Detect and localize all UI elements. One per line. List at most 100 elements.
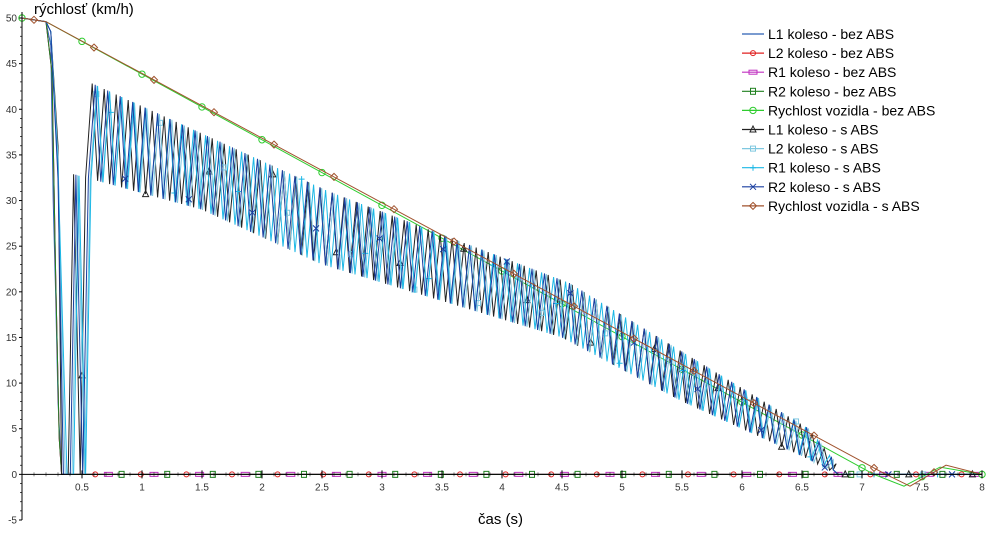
legend-entry: R2 koleso - s ABS: [742, 179, 881, 195]
series-marker: [312, 225, 320, 232]
series-marker: [750, 50, 756, 57]
y-tick-label: 0: [11, 470, 17, 481]
x-tick-label: 6: [739, 482, 745, 493]
legend-label: L2 koleso - s ABS: [768, 141, 879, 157]
x-tick-label: 1: [139, 482, 145, 493]
y-tick-label: 20: [6, 287, 18, 298]
series-line: [21, 17, 982, 475]
x-axis-title: čas (s): [478, 511, 523, 528]
y-tick-label: 35: [6, 150, 18, 161]
x-tick-label: 7.5: [915, 482, 929, 493]
legend-label: L2 koleso - bez ABS: [768, 45, 894, 61]
series-7: [21, 17, 982, 478]
series-marker: [749, 106, 757, 115]
series-marker: [121, 175, 129, 183]
legend-entry: L2 koleso - bez ABS: [742, 45, 894, 61]
series-marker: [750, 164, 756, 171]
legend-entry: L2 koleso - s ABS: [742, 141, 879, 157]
y-tick-label: 15: [6, 333, 18, 344]
series-marker: [616, 360, 623, 367]
series-marker: [538, 309, 545, 316]
series-marker: [821, 464, 829, 471]
series-marker: [567, 289, 574, 297]
series-line: [21, 17, 983, 487]
x-tick-label: 5.5: [675, 482, 689, 493]
x-tick-label: 6.5: [795, 482, 809, 493]
series-marker: [284, 209, 291, 216]
series-marker: [757, 426, 765, 434]
legend-entry: Rychlost vozidla - bez ABS: [742, 102, 935, 118]
series-marker: [509, 269, 519, 279]
series-marker: [449, 237, 459, 246]
legend-label: R1 koleso - s ABS: [768, 160, 881, 176]
axes: -5 0 5 10 15 20 25 30 35 40 45 50 0.5 1 1.5 2 2.5 3 3.5 4 4.…: [6, 12, 985, 527]
series-marker: [749, 124, 757, 133]
series-marker: [569, 302, 579, 311]
series-marker: [78, 37, 86, 46]
legend-label: R1 koleso - bez ABS: [768, 64, 896, 80]
series-marker: [748, 201, 758, 211]
series-marker: [809, 431, 819, 440]
series-marker: [629, 334, 639, 343]
x-tick-label: 3: [379, 482, 385, 493]
legend-label: L1 koleso - bez ABS: [768, 26, 894, 42]
legend-entry: L1 koleso - bez ABS: [742, 26, 894, 42]
series-marker: [689, 366, 699, 376]
x-tick-label: 7: [859, 482, 865, 493]
series-marker: [249, 209, 256, 217]
legend-entry: R1 koleso - s ABS: [742, 160, 881, 176]
series-marker: [329, 172, 339, 182]
series-marker: [777, 442, 786, 450]
series-marker: [439, 245, 447, 253]
series-marker: [389, 204, 399, 214]
series-marker: [459, 244, 468, 252]
y-tick-label: -5: [8, 516, 17, 527]
legend-entry: L1 koleso - s ABS: [742, 122, 879, 138]
y-tick-label: 25: [6, 242, 18, 253]
series-marker: [298, 176, 305, 183]
x-tick-label: 5: [619, 482, 625, 493]
series-marker: [89, 43, 99, 52]
legend-label: R2 koleso - s ABS: [768, 179, 881, 195]
series-marker: [586, 337, 595, 346]
series-marker: [332, 247, 341, 256]
legend-label: R2 koleso - bez ABS: [768, 83, 896, 99]
legend-label: Rychlost vozidla - s ABS: [768, 198, 920, 214]
series-marker: [750, 87, 756, 95]
y-tick-label: 5: [11, 424, 17, 435]
x-tick-label: 4.5: [555, 482, 569, 493]
series-marker: [869, 463, 879, 473]
y-tick-label: 10: [6, 379, 18, 390]
series-marker: [694, 385, 701, 393]
x-tick-label: 0.5: [75, 482, 89, 493]
legend-entry: Rychlost vozidla - s ABS: [742, 198, 920, 214]
series-marker: [376, 235, 383, 242]
legend-entry: R2 koleso - bez ABS: [742, 83, 896, 99]
y-axis-title: rýchlosť (km/h): [34, 1, 134, 18]
series-marker: [748, 69, 758, 75]
x-tick-label: 1.5: [195, 482, 209, 493]
series-marker: [602, 330, 609, 337]
y-tick-label: 45: [6, 59, 18, 70]
series-marker: [141, 189, 150, 198]
series-marker: [503, 258, 511, 265]
series-line: [21, 17, 982, 475]
y-tick-label: 30: [6, 196, 18, 207]
series-marker: [750, 145, 756, 152]
series-marker: [807, 453, 814, 460]
series-marker: [220, 164, 227, 171]
y-tick-label: 40: [6, 105, 18, 116]
series-lines: [18, 14, 986, 487]
series-line: [21, 17, 982, 475]
x-tick-label: 2.5: [315, 482, 329, 493]
legend-label: Rychlost vozidla - bez ABS: [768, 102, 935, 118]
series-marker: [185, 195, 193, 203]
series-marker: [489, 262, 496, 269]
series-marker: [138, 70, 146, 78]
series-marker: [29, 15, 39, 25]
x-tick-label: 8: [979, 482, 985, 493]
series-marker: [157, 119, 163, 126]
legend: L1 koleso - bez ABS L2 koleso - bez ABS R1…: [742, 26, 935, 214]
x-tick-label: 2: [259, 482, 265, 493]
